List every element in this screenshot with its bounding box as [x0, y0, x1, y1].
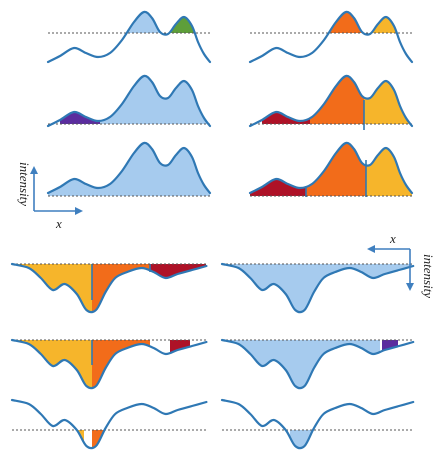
flooded-basin: [290, 430, 330, 449]
flooded-basin: [222, 400, 413, 448]
flooded-basin: [92, 340, 150, 389]
intensity-curve: [248, 74, 414, 128]
flooded-basin: [382, 340, 398, 352]
panel-bottom-left-column: [10, 262, 208, 450]
intensity-curve: [10, 262, 208, 314]
flooded-basin: [310, 75, 364, 124]
intensity-curve: [46, 10, 212, 64]
flooded-basin: [60, 111, 100, 124]
flooded-basin: [250, 178, 306, 196]
flooded-basin: [370, 16, 410, 33]
flooded-basin: [92, 430, 126, 449]
intensity-curve: [220, 398, 415, 450]
intensity-curve: [220, 262, 415, 314]
bottom-x-label: x: [389, 231, 396, 246]
flooded-basin: [100, 75, 210, 124]
bottom-x-axis-arrowhead: [367, 245, 375, 253]
intensity-curve: [248, 10, 414, 64]
intensity-curve: [10, 338, 208, 390]
bottom-y-axis-arrowhead: [406, 283, 414, 291]
flooded-basin: [222, 264, 412, 313]
intensity-curve: [46, 74, 212, 128]
flooded-basin: [222, 340, 380, 389]
bottom-axis-indicator: x intensity: [367, 231, 436, 298]
flooded-basin: [306, 142, 366, 196]
panel-top-right-column: [248, 10, 414, 197]
top-x-axis-arrowhead: [75, 207, 83, 215]
flooded-basin: [92, 264, 150, 313]
intensity-curve: [46, 141, 212, 195]
top-y-axis-arrowhead: [30, 166, 38, 174]
flooded-basin: [52, 430, 84, 443]
flooded-basin: [12, 264, 92, 313]
top-axis-indicator: x intensity: [17, 162, 83, 231]
intensity-curve: [10, 398, 208, 450]
panel-top-left-column: [46, 10, 212, 197]
panel-bottom-right-column: [220, 262, 415, 450]
flooded-basin: [150, 264, 206, 279]
bottom-y-label: intensity: [421, 254, 436, 298]
flooded-basin: [48, 142, 210, 196]
top-y-label: intensity: [17, 162, 32, 206]
intensity-curve: [220, 338, 415, 390]
flooded-basin: [12, 340, 92, 389]
flooded-basin: [168, 16, 200, 33]
top-x-label: x: [55, 216, 62, 231]
flooded-basin: [366, 147, 412, 196]
intensity-curve: [248, 141, 414, 195]
